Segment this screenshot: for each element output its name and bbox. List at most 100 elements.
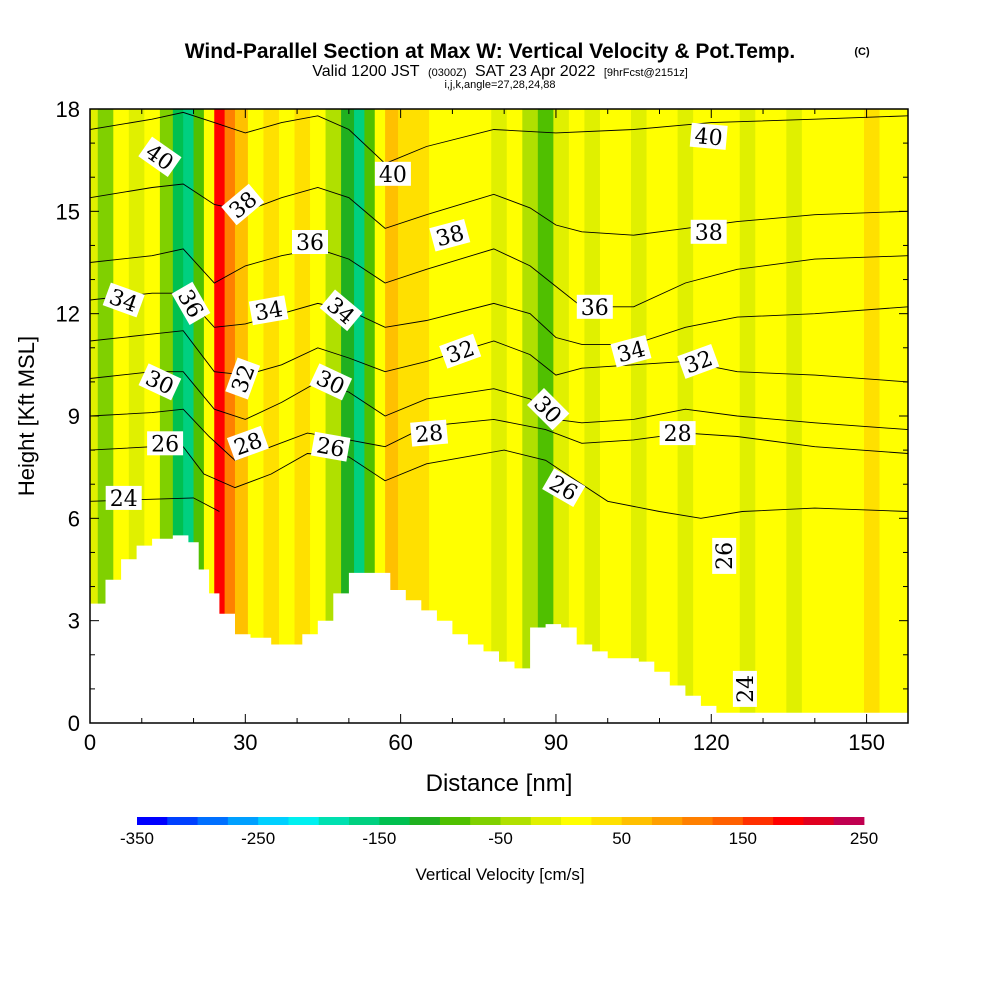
terrain-profile (90, 535, 908, 723)
velocity-column (584, 109, 601, 723)
colorbar-swatch (561, 817, 592, 825)
contour-label-text: 24 (110, 487, 138, 512)
velocity-column (755, 109, 772, 723)
colorbar-tick-label: 50 (612, 829, 631, 848)
velocity-column (568, 109, 586, 723)
velocity-column (234, 109, 249, 723)
velocity-column (263, 109, 280, 723)
y-tick-label: 0 (68, 711, 80, 736)
contour-label-24: 24 (105, 485, 142, 512)
contour-label-box (138, 363, 182, 401)
contour-label-box (526, 387, 570, 431)
isentrope-26 (90, 446, 908, 519)
velocity-column (475, 109, 492, 723)
colorbar-tick-label: 250 (850, 829, 878, 848)
terrain (90, 535, 908, 723)
contour-label-28: 28 (410, 419, 449, 448)
colorbar-swatch (318, 817, 350, 825)
velocity-column (506, 109, 523, 723)
colorbar-tick-label: -250 (241, 829, 275, 848)
contour-label-box (439, 333, 482, 369)
contour-label-box (310, 431, 351, 462)
contour-label-box (292, 230, 328, 254)
velocity-column (374, 109, 386, 723)
contour-label-box (248, 295, 289, 326)
x-tick-label: 60 (388, 730, 412, 755)
colorbar-swatch (833, 817, 865, 825)
colorbar-tick-label: -150 (362, 829, 396, 848)
y-tick-label: 12 (56, 302, 80, 327)
contour-label-26: 26 (712, 537, 738, 574)
contour-label-box (732, 670, 757, 707)
y-axis-label: Height [Kft MSL] (14, 336, 39, 496)
contour-label-24: 24 (732, 670, 759, 707)
contour-label-box (225, 357, 261, 400)
velocity-column (310, 109, 327, 723)
velocity-column (385, 109, 399, 723)
colorbar-swatch (167, 817, 198, 825)
y-tick-label: 3 (68, 609, 80, 634)
colorbar-tick-label: -50 (488, 829, 513, 848)
colorbar-swatch (682, 817, 713, 825)
contour-label-text: 28 (414, 421, 444, 448)
colorbar-swatch (137, 817, 168, 825)
velocity-column (460, 109, 477, 723)
velocity-column (832, 109, 850, 723)
velocity-column (224, 109, 236, 723)
contour-label-box (221, 183, 265, 226)
velocity-column (817, 109, 834, 723)
contour-label-box (542, 468, 586, 507)
colorbar-swatch (227, 817, 259, 825)
x-tick-label: 0 (84, 730, 96, 755)
chart-title: Wind-Parallel Section at Max W: Vertical… (185, 40, 796, 63)
velocity-column (848, 109, 865, 723)
colorbar-swatch (621, 817, 653, 825)
subtitle-utc: (0300Z) (428, 67, 467, 79)
contour-label-text: 40 (379, 163, 407, 188)
velocity-column (786, 109, 803, 723)
contour-label-box (309, 363, 353, 401)
x-tick-label: 30 (233, 730, 257, 755)
colorbar-swatch (651, 817, 683, 825)
velocity-column (693, 109, 710, 723)
contour-label-34: 34 (102, 282, 145, 318)
velocity-column (770, 109, 787, 723)
contour-label-38: 38 (690, 219, 727, 246)
contour-label-text: 38 (695, 221, 723, 246)
velocity-column (97, 109, 114, 723)
colorbar-swatch (349, 817, 380, 825)
contour-label-36: 36 (292, 230, 328, 256)
contour-label-40: 40 (374, 161, 411, 188)
contour-label-box (171, 281, 211, 325)
y-tick-label: 15 (56, 199, 80, 224)
y-tick-label: 18 (56, 97, 80, 122)
isentrope-34 (90, 292, 908, 345)
isentrope-30 (90, 371, 908, 431)
contour-label-box (659, 421, 696, 446)
colorbar-swatch (530, 817, 562, 825)
colorbar-swatch (591, 817, 623, 825)
contour-label-box (689, 122, 728, 150)
velocity-column (646, 109, 663, 723)
isentrope-36 (90, 248, 908, 308)
contour-label-text: 36 (296, 231, 324, 256)
contour-label-box (102, 282, 145, 318)
velocity-column (294, 109, 311, 723)
velocity-column (341, 109, 355, 723)
contour-label-text: 34 (253, 297, 285, 326)
chart-subtitle: Valid 1200 JST (0300Z) SAT 23 Apr 2022 [… (312, 63, 688, 80)
velocity-column (522, 109, 539, 723)
contour-label-box (138, 136, 182, 177)
contour-label-36: 36 (576, 294, 613, 321)
velocity-column (183, 109, 195, 723)
contour-label-text: 26 (151, 432, 179, 457)
contour-label-box (677, 343, 720, 379)
contour-label-box (105, 485, 142, 510)
subtitle-date: SAT 23 Apr 2022 (475, 63, 595, 80)
velocity-column (247, 109, 265, 723)
subtitle-forecast: [9hrFcst@2151z] (604, 67, 688, 79)
contour-label-box (576, 294, 613, 319)
contour-label-box (712, 537, 737, 574)
